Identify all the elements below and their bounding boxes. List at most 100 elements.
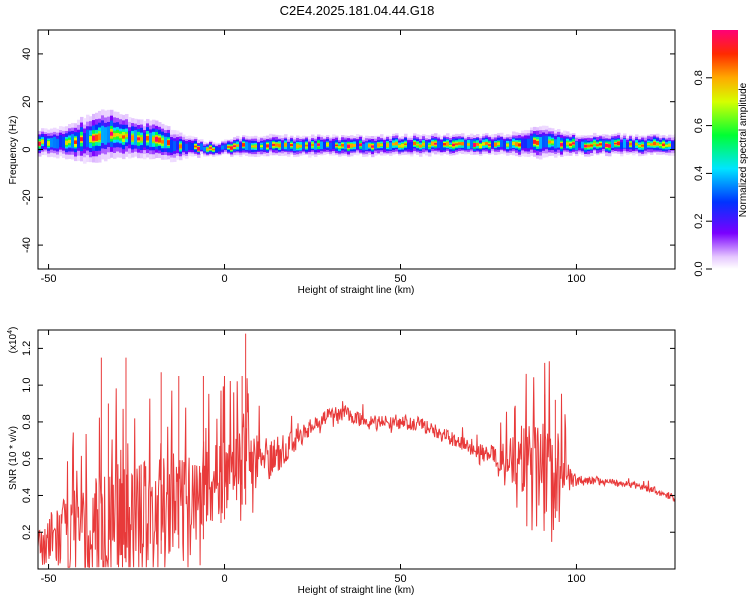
- heatmap-cell: [500, 139, 504, 147]
- heatmap-cell: [317, 143, 321, 146]
- heatmap-cell: [158, 137, 162, 143]
- heatmap-cell: [311, 144, 315, 146]
- heatmap-cell: [491, 140, 495, 148]
- heatmap-cell: [251, 145, 255, 148]
- heatmap-cell: [119, 133, 123, 139]
- heatmap-cell: [458, 142, 462, 145]
- colorbar-tick-label: 0.2: [693, 214, 705, 229]
- heatmap-cell: [167, 140, 171, 146]
- y-tick-label: -20: [21, 189, 33, 205]
- heatmap-cell: [212, 148, 216, 151]
- heatmap-cell: [575, 141, 579, 151]
- spectrogram-ticks: -50 0 50 100 -40 -20 0 20 40: [21, 30, 675, 285]
- heatmap-cell: [173, 141, 177, 151]
- heatmap-cell: [422, 142, 426, 146]
- heatmap-cell: [104, 127, 108, 145]
- heatmap-cell: [218, 147, 222, 152]
- x-tick-label: 100: [567, 273, 585, 285]
- heatmap-cell: [653, 141, 657, 146]
- heatmap-cell: [479, 144, 483, 149]
- heatmap-cell: [509, 140, 513, 149]
- heatmap-cell: [587, 144, 591, 148]
- heatmap-cell: [368, 143, 372, 148]
- chart-title: C2E4.2025.181.04.44.G18: [280, 3, 435, 18]
- heatmap-cell: [44, 136, 48, 147]
- heatmap-cell: [668, 143, 672, 147]
- heatmap-cell: [101, 125, 105, 144]
- heatmap-cell: [449, 144, 453, 147]
- heatmap-cell: [53, 136, 57, 149]
- heatmap-cell: [221, 145, 225, 150]
- heatmap-cell: [461, 141, 465, 146]
- heatmap-cell: [242, 143, 246, 147]
- heatmap-cell: [320, 141, 324, 150]
- heatmap-cell: [572, 142, 576, 145]
- heatmap-cell: [236, 144, 240, 147]
- heatmap-cell: [155, 136, 159, 142]
- heatmap-cell: [440, 141, 444, 150]
- y-tick-label: 0.2: [21, 525, 33, 540]
- heatmap-cell: [116, 132, 120, 137]
- y-tick-label: 20: [21, 96, 33, 108]
- heatmap-cell: [608, 144, 612, 148]
- y-tick-label: 40: [21, 48, 33, 60]
- heatmap-cell: [296, 144, 300, 148]
- snr-series: [38, 333, 675, 568]
- x-tick-label: 50: [394, 573, 406, 585]
- heatmap-cell: [257, 142, 261, 151]
- heatmap-cell: [230, 146, 234, 150]
- x-tick-label: 0: [221, 273, 227, 285]
- snr-y-axis-label: SNR (10 * v/v): [8, 426, 19, 490]
- heatmap-cell: [329, 142, 333, 150]
- heatmap-cell: [542, 135, 546, 148]
- heatmap-cell: [68, 139, 72, 144]
- heatmap-cell: [56, 138, 60, 149]
- heatmap-cell: [365, 142, 369, 150]
- heatmap-cell: [629, 142, 633, 146]
- heatmap-cell: [404, 143, 408, 145]
- heatmap-cell: [557, 137, 561, 148]
- heatmap-cell: [470, 140, 474, 149]
- heatmap-cell: [275, 143, 279, 147]
- heatmap-cell: [659, 144, 663, 147]
- heatmap-cell: [620, 142, 624, 149]
- y-tick-label: 0.8: [21, 414, 33, 429]
- heatmap-cell: [191, 142, 195, 150]
- colorbar-gradient: [712, 30, 738, 269]
- heatmap-cell: [545, 135, 549, 148]
- heatmap-cell: [632, 141, 636, 150]
- heatmap-cell: [89, 136, 93, 143]
- heatmap-cell: [359, 143, 363, 147]
- heatmap-cell: [92, 135, 96, 141]
- heatmap-cell: [377, 143, 381, 147]
- heatmap-cell: [656, 143, 660, 146]
- colorbar-tick-label: 0.0: [693, 261, 705, 276]
- heatmap-cell: [353, 143, 357, 147]
- heatmap-cell: [260, 145, 264, 148]
- heatmap-cell: [419, 144, 423, 148]
- heatmap-cell: [590, 144, 594, 147]
- heatmap-cell: [578, 141, 582, 148]
- heatmap-cell: [335, 144, 339, 147]
- heatmap-cell: [539, 137, 543, 149]
- heatmap-cell: [149, 132, 153, 148]
- heatmap-cell: [164, 136, 168, 149]
- snr-panel: -50 0 50 100 0.2 0.4 0.6 0.8 1.0 1.2 Height of st…: [7, 327, 676, 596]
- heatmap-cell: [494, 142, 498, 147]
- heatmap-cell: [431, 141, 435, 146]
- heatmap-cell: [473, 142, 477, 147]
- heatmap-cell: [380, 143, 384, 147]
- heatmap-cell: [434, 142, 438, 145]
- heatmap-cell: [581, 141, 585, 149]
- heatmap-cell: [551, 140, 555, 144]
- heatmap-cell: [548, 140, 552, 144]
- heatmap-cell: [281, 142, 285, 149]
- heatmap-cell: [560, 143, 564, 147]
- heatmap-cell: [254, 145, 258, 148]
- heatmap-cell: [374, 142, 378, 150]
- heatmap-cell: [224, 144, 228, 150]
- heatmap-cell: [635, 143, 639, 145]
- heatmap-cell: [62, 136, 66, 148]
- heatmap-cell: [626, 142, 630, 150]
